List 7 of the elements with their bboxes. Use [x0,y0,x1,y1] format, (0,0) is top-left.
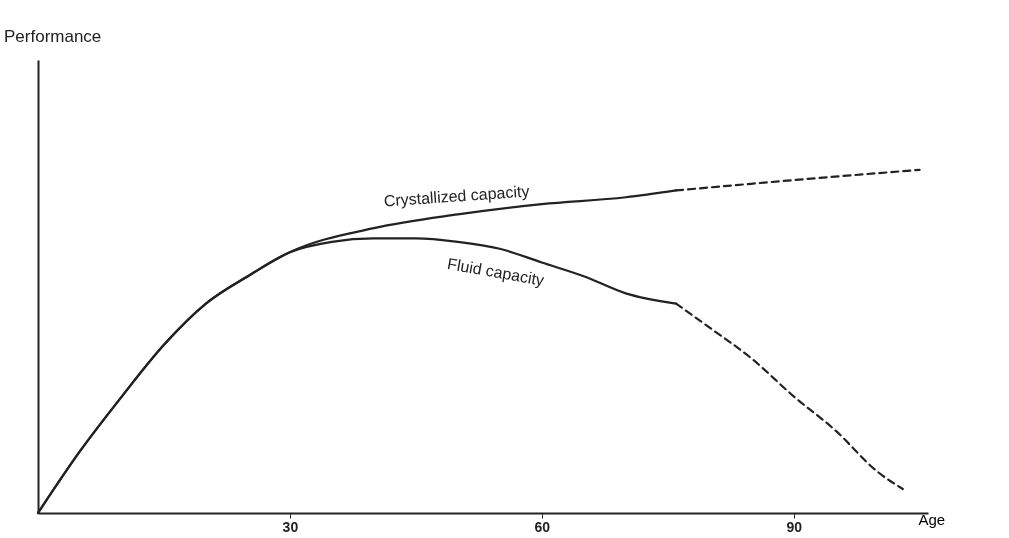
series-label: Crystallized capacity [383,182,530,210]
x-tick-label: 30 [282,518,299,535]
x-axis-title: Age [918,510,946,528]
x-tick-label: 60 [534,518,551,535]
x-tick-label: 90 [786,518,803,535]
text: Fluid capacity [446,255,546,289]
text: Performance [4,27,102,46]
